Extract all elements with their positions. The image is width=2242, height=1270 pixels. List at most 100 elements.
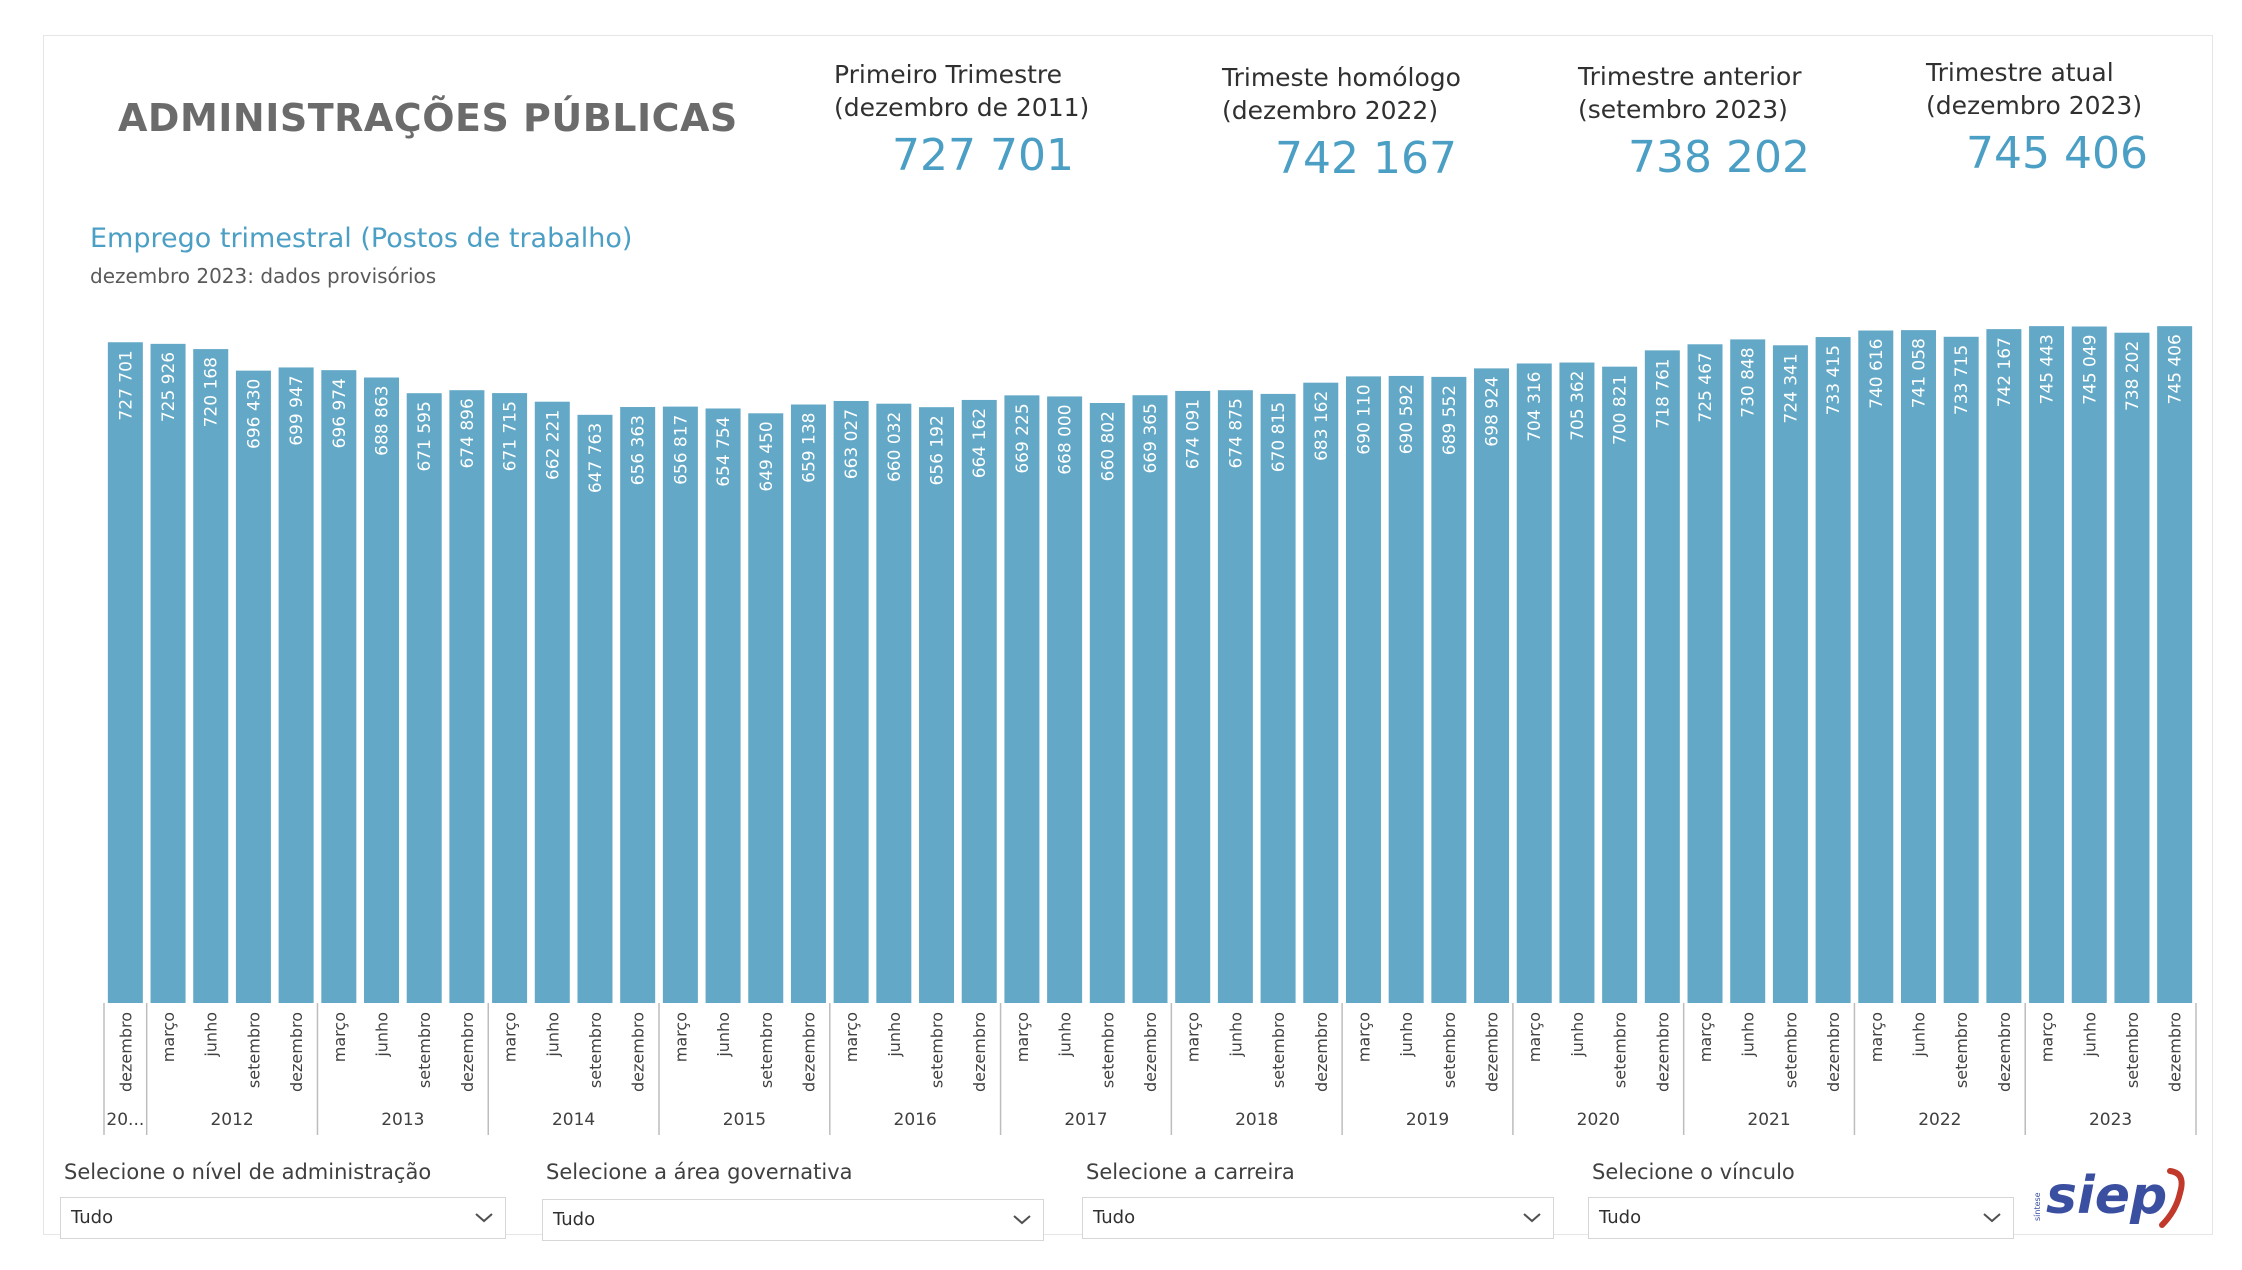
x-tick-label-quarter: setembro: [1611, 1012, 1630, 1088]
bar-value-label: 656 363: [629, 415, 649, 485]
x-tick-label-year: 2019: [1406, 1110, 1449, 1130]
employment-bar-chart: 727 701 dezembro 725 926 março 720 168 junho 6…: [103, 326, 2197, 1135]
bar-value-label: 705 362: [1568, 371, 1588, 441]
bar: [1260, 393, 1296, 1003]
kpi-label: Trimeste homólogo: [1222, 63, 1461, 92]
x-tick-label-quarter: dezembro: [799, 1012, 818, 1092]
bar-value-label: 649 450: [757, 421, 777, 491]
x-tick-label-year: 2013: [381, 1110, 424, 1130]
bar-value-label: 690 110: [1354, 384, 1374, 454]
bar-value-label: 669 225: [1013, 403, 1033, 473]
x-tick-label-quarter: dezembro: [1483, 1012, 1502, 1092]
bar-value-label: 674 091: [1184, 399, 1204, 469]
bar: [1687, 344, 1723, 1003]
bar-value-label: 689 552: [1440, 385, 1460, 455]
filter-government-area-dropdown[interactable]: Tudo: [542, 1199, 1044, 1241]
bar-value-label: 704 316: [1525, 371, 1545, 441]
bar: [620, 407, 656, 1003]
x-tick-label-quarter: setembro: [586, 1012, 605, 1088]
bar-value-label: 725 467: [1696, 352, 1716, 422]
bar-value-label: 745 443: [2038, 334, 2058, 404]
x-tick-label-quarter: junho: [1226, 1012, 1245, 1058]
bar-value-label: 659 138: [799, 413, 819, 483]
x-tick-label-quarter: junho: [202, 1012, 221, 1058]
x-tick-label-quarter: junho: [714, 1012, 733, 1058]
x-tick-label-quarter: março: [1525, 1012, 1544, 1062]
x-tick-label-quarter: março: [1184, 1012, 1203, 1062]
filter-label-admin-level: Selecione o nível de administração: [64, 1160, 432, 1184]
bar: [1047, 396, 1083, 1003]
kpi-value: 745 406: [1966, 128, 2148, 179]
bar: [1900, 330, 1936, 1003]
x-tick-label-quarter: setembro: [1952, 1012, 1971, 1088]
bar: [748, 413, 784, 1003]
bar: [1388, 375, 1424, 1003]
bar-value-label: 669 365: [1141, 403, 1161, 473]
bar-value-label: 696 430: [244, 379, 264, 449]
bar-value-label: 741 058: [1909, 338, 1929, 408]
dashboard-frame: [43, 35, 2213, 1235]
x-tick-label-quarter: março: [159, 1012, 178, 1062]
bar: [1644, 350, 1680, 1004]
bar-value-label: 663 027: [842, 409, 862, 479]
bar: [364, 377, 400, 1003]
bar: [1858, 330, 1894, 1004]
filter-bond-dropdown[interactable]: Tudo: [1588, 1197, 2014, 1239]
x-tick-label-quarter: junho: [1056, 1012, 1075, 1058]
bar-value-label: 688 863: [373, 386, 393, 456]
bar: [705, 408, 741, 1003]
bar: [961, 399, 997, 1003]
x-tick-label-quarter: março: [1696, 1012, 1715, 1062]
filter-value: Tudo: [1093, 1207, 1136, 1228]
bar: [1303, 382, 1339, 1003]
x-tick-label-quarter: junho: [373, 1012, 392, 1058]
bar-value-label: 720 168: [202, 357, 222, 427]
bar-value-label: 733 715: [1952, 345, 1972, 415]
bar-value-label: 683 162: [1312, 391, 1332, 461]
x-tick-label-quarter: setembro: [1269, 1012, 1288, 1088]
x-tick-label-year: 2020: [1577, 1110, 1620, 1130]
x-tick-label-quarter: setembro: [1440, 1012, 1459, 1088]
logo-small-text: síntese: [2033, 1192, 2042, 1221]
kpi-label: Trimestre atual: [1926, 58, 2114, 87]
kpi-label: Trimestre anterior: [1578, 62, 1802, 91]
siep-logo: síntese siep: [2033, 1166, 2185, 1228]
bar-value-label: 700 821: [1611, 375, 1631, 445]
chevron-down-icon: [1013, 1215, 1031, 1225]
x-tick-label-quarter: março: [330, 1012, 349, 1062]
bar: [193, 349, 229, 1003]
bar: [278, 367, 314, 1003]
filter-admin-level-dropdown[interactable]: Tudo: [60, 1197, 506, 1239]
x-tick-label-quarter: dezembro: [287, 1012, 306, 1092]
x-tick-label-quarter: junho: [1739, 1012, 1758, 1058]
bar: [2029, 326, 2065, 1003]
x-tick-label-quarter: dezembro: [458, 1012, 477, 1092]
logo-swoosh: [2159, 1168, 2185, 1228]
bar: [1772, 345, 1808, 1004]
x-tick-label-quarter: setembro: [2123, 1012, 2142, 1088]
x-tick-label-year: 2014: [552, 1110, 595, 1130]
bar-value-label: 724 341: [1781, 353, 1801, 423]
bar: [876, 403, 912, 1004]
bar-value-label: 740 616: [1867, 339, 1887, 409]
bar-value-label: 738 202: [2123, 341, 2143, 411]
bar-value-label: 733 415: [1824, 345, 1844, 415]
kpi-first-quarter: Primeiro Trimestre (dezembro de 2011) 72…: [834, 58, 1089, 188]
x-tick-label-year: 20...: [106, 1110, 144, 1130]
kpi-sublabel: (dezembro 2022): [1222, 96, 1439, 125]
bar-value-label: 698 924: [1483, 376, 1503, 446]
kpi-value: 727 701: [892, 130, 1074, 181]
bar: [1431, 376, 1467, 1003]
bar: [1004, 395, 1040, 1003]
filter-label-career: Selecione a carreira: [1086, 1160, 1295, 1184]
bar-value-label: 696 974: [330, 378, 350, 448]
filter-career-dropdown[interactable]: Tudo: [1082, 1197, 1554, 1239]
bar: [1516, 363, 1552, 1003]
bar: [790, 404, 826, 1003]
x-tick-label-year: 2016: [894, 1110, 937, 1130]
x-tick-label-quarter: junho: [1909, 1012, 1928, 1058]
chevron-down-icon: [1523, 1213, 1541, 1223]
bar-value-label: 660 802: [1098, 411, 1118, 481]
bar-value-label: 745 406: [2166, 334, 2186, 404]
chart-title: Emprego trimestral (Postos de trabalho): [90, 223, 633, 254]
